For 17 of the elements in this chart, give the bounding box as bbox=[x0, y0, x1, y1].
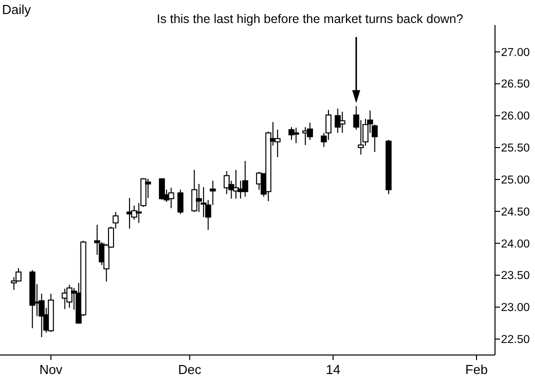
x-tick-label: 14 bbox=[326, 362, 340, 377]
candlestick bbox=[177, 189, 184, 214]
y-tick-label: 24.50 bbox=[501, 206, 530, 218]
y-tick-label: 23.00 bbox=[501, 302, 530, 314]
y-tick-label: 23.50 bbox=[501, 270, 530, 282]
y-tick-label: 25.50 bbox=[501, 142, 530, 155]
y-tick-label: 26.50 bbox=[501, 78, 530, 91]
x-tick-label: Nov bbox=[39, 362, 63, 377]
y-tick-label: 27.00 bbox=[501, 46, 530, 59]
y-tick-label: 22.50 bbox=[501, 334, 530, 346]
x-tick-label: Feb bbox=[465, 362, 488, 377]
chart-title: Daily bbox=[2, 2, 32, 17]
annotation: Is this the last high before the market turns back down? bbox=[156, 12, 464, 26]
y-tick-label: 25.00 bbox=[501, 174, 530, 186]
y-tick-label: 26.00 bbox=[501, 110, 530, 123]
y-tick-label: 24.00 bbox=[501, 238, 530, 250]
x-tick-label: Dec bbox=[178, 362, 202, 377]
